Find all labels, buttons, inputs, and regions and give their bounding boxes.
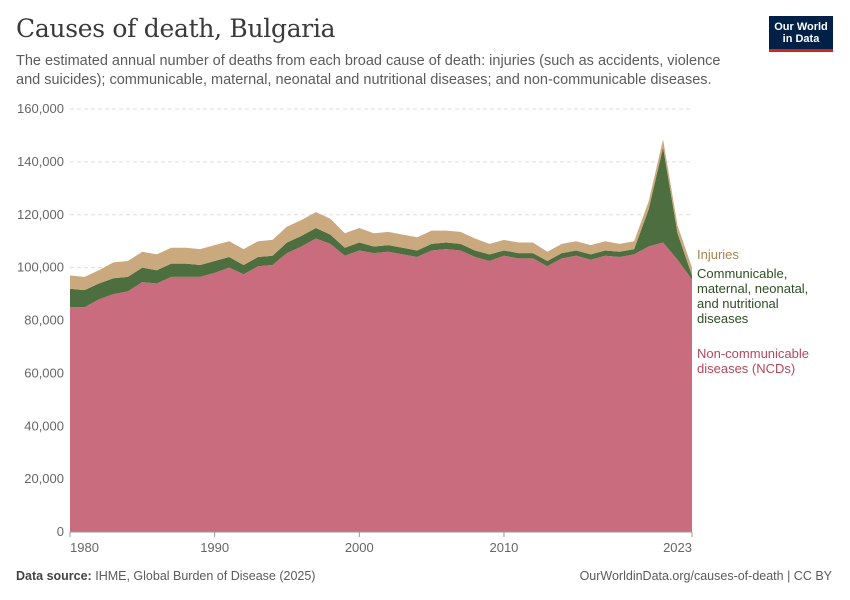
series-label-communicable: Communicable,maternal, neonatal,and nutr… bbox=[697, 266, 808, 326]
series-label-line: maternal, neonatal, bbox=[697, 281, 808, 296]
series-label-line: Non-communicable bbox=[697, 346, 809, 361]
y-tick-label: 140,000 bbox=[17, 154, 64, 169]
y-tick-label: 80,000 bbox=[24, 313, 64, 328]
y-tick-label: 20,000 bbox=[24, 471, 64, 486]
x-tick-label: 2000 bbox=[345, 540, 374, 555]
axes: 0 20,000 40,000 60,000 80,000 100,000 120,000 1… bbox=[17, 101, 693, 555]
logo-line-1: Our World bbox=[774, 21, 828, 33]
data-source-label: Data source: bbox=[16, 569, 92, 583]
source-url[interactable]: OurWorldinData.org/causes-of-death | CC … bbox=[579, 569, 832, 583]
series-label-line: Injuries bbox=[697, 247, 739, 262]
x-tick-label: 1990 bbox=[200, 540, 229, 555]
area-series bbox=[70, 139, 692, 532]
series-label-line: Communicable, bbox=[697, 266, 787, 281]
y-tick-label: 120,000 bbox=[17, 207, 64, 222]
logo-line-2: in Data bbox=[782, 33, 820, 45]
area-ncd[interactable] bbox=[70, 238, 692, 532]
y-tick-label: 100,000 bbox=[17, 260, 64, 275]
chart-title: Causes of death, Bulgaria bbox=[16, 14, 336, 43]
x-tick-label: 2010 bbox=[489, 540, 518, 555]
area-communicable[interactable] bbox=[70, 147, 692, 308]
x-tick-label: 2023 bbox=[663, 540, 692, 555]
data-source-text: IHME, Global Burden of Disease (2025) bbox=[95, 569, 316, 583]
series-label-line: diseases bbox=[697, 311, 749, 326]
data-source: Data source: IHME, Global Burden of Dise… bbox=[16, 569, 315, 583]
y-tick-label: 160,000 bbox=[17, 101, 64, 116]
y-tick-label: 0 bbox=[57, 524, 64, 539]
area-injuries[interactable] bbox=[70, 139, 692, 291]
series-label-injuries: Injuries bbox=[697, 247, 739, 262]
chart-subtitle: The estimated annual number of deaths fr… bbox=[16, 53, 721, 88]
owid-logo[interactable]: Our World in Data bbox=[769, 16, 833, 52]
x-tick-label: 1980 bbox=[70, 540, 99, 555]
series-label-line: and nutritional bbox=[697, 296, 779, 311]
series-label-line: diseases (NCDs) bbox=[697, 361, 795, 376]
y-tick-label: 60,000 bbox=[24, 365, 64, 380]
y-tick-label: 40,000 bbox=[24, 418, 64, 433]
